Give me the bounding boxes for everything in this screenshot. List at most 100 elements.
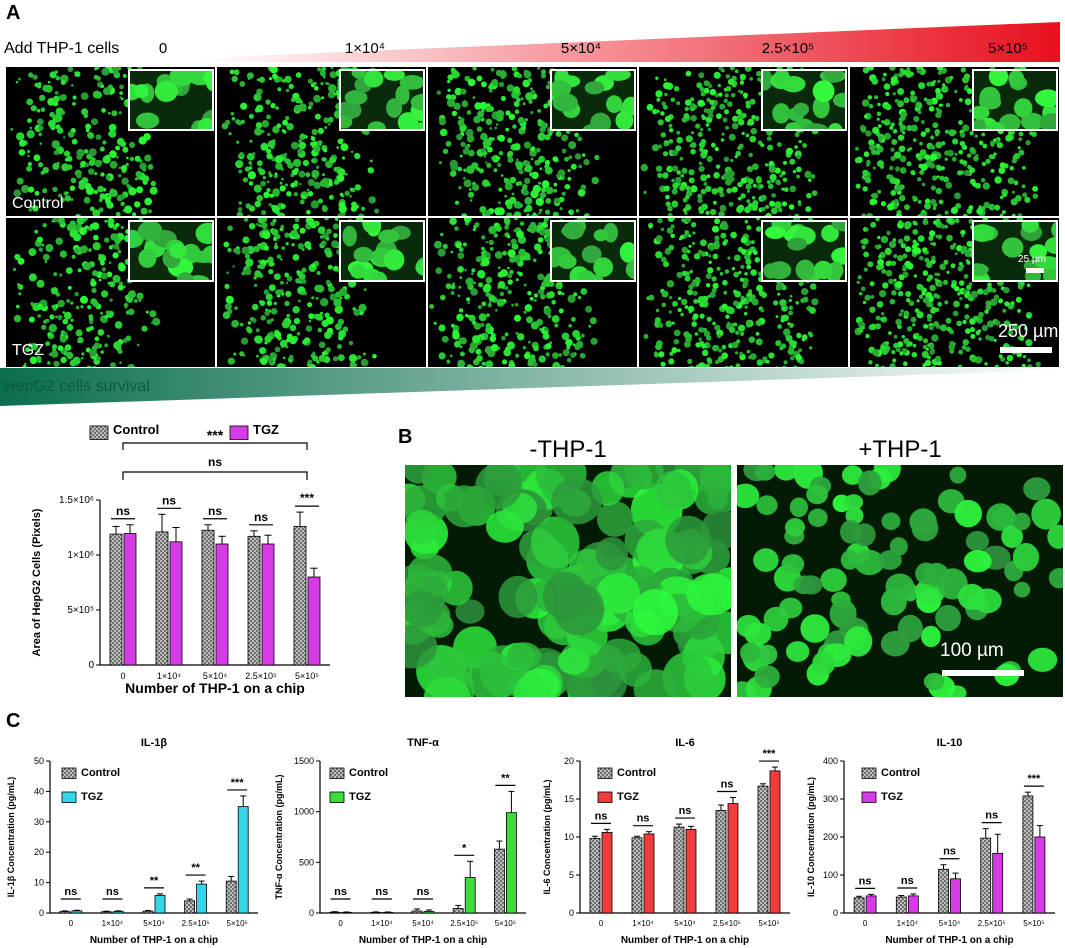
legend-swatch xyxy=(597,791,613,803)
bar-control xyxy=(715,810,727,914)
significance-label: ns xyxy=(254,510,268,524)
x-axis-label: Number of THP-1 on a chip xyxy=(885,935,1013,946)
significance-label: ns xyxy=(334,886,347,898)
x-tick-label: 2.5×10⁵ xyxy=(978,919,1006,928)
chart-title: TNF-α xyxy=(407,737,439,749)
x-axis-label: Number of THP-1 on a chip xyxy=(359,935,487,946)
significance-label: ns xyxy=(943,846,956,858)
panel-a-letter: A xyxy=(6,2,21,24)
zoom-inset xyxy=(972,69,1058,131)
concentration-label: 2.5×10⁵ xyxy=(761,40,815,57)
x-tick-label: 5×10⁵ xyxy=(758,919,779,928)
significance-label: * xyxy=(462,842,467,854)
bar-tgz xyxy=(154,894,166,914)
fluorescence-image xyxy=(638,217,849,368)
significance-label: ns xyxy=(208,504,222,518)
fluorescence-image xyxy=(216,66,427,217)
x-tick-label: 2.5×10⁵ xyxy=(713,919,741,928)
bar-tgz xyxy=(727,803,739,914)
row-label-control: Control xyxy=(12,195,64,212)
bar-tgz xyxy=(505,812,517,914)
bracket-label: ns xyxy=(208,455,222,469)
panel-b-scale-bar xyxy=(942,670,1024,676)
plus-thp1-image xyxy=(737,465,1063,697)
legend-label: TGZ xyxy=(81,791,103,803)
legend-label: TGZ xyxy=(881,791,903,803)
x-tick-label: 1×10⁴ xyxy=(157,671,181,681)
x-tick-label: 5×10⁴ xyxy=(203,671,227,681)
fluorescence-image xyxy=(427,66,638,217)
y-tick-label: 0 xyxy=(39,908,44,918)
significance-label: ns xyxy=(859,875,872,887)
zoom-inset xyxy=(550,220,636,282)
bracket-line xyxy=(122,442,308,450)
legend-label: TGZ xyxy=(253,422,279,437)
zoom-inset xyxy=(128,69,214,131)
concentration-label: 0 xyxy=(158,40,168,57)
y-tick-label: 0 xyxy=(309,908,314,918)
bar-tgz xyxy=(341,912,352,914)
legend-label: TGZ xyxy=(349,791,371,803)
x-tick-label: 0 xyxy=(338,919,343,928)
x-tick-label: 5×10⁴ xyxy=(143,919,165,928)
y-tick-label: 15 xyxy=(564,794,574,804)
y-axis-label: IL-6 Concentration (pg/mL) xyxy=(542,780,552,895)
significance-label: ns xyxy=(595,810,608,822)
y-tick-label: 5×10⁵ xyxy=(67,605,94,616)
bar-tgz xyxy=(685,829,697,914)
fluorescence-image: 25 µm 250 µm xyxy=(849,217,1060,368)
zoom-inset xyxy=(128,220,214,282)
bar-tgz xyxy=(196,883,208,914)
bar-tgz xyxy=(307,576,321,666)
fluorescence-image xyxy=(849,66,1060,217)
bar-tgz xyxy=(423,911,435,914)
significance-label: ns xyxy=(721,778,734,790)
inset-scale-bar xyxy=(1026,268,1044,273)
bar-control xyxy=(59,911,71,914)
chart-title: IL-10 xyxy=(937,737,963,749)
significance-label: *** xyxy=(763,748,777,760)
x-tick-label: 1×10⁴ xyxy=(102,919,124,928)
bar-tgz xyxy=(992,852,1004,914)
x-tick-label: 1×10⁴ xyxy=(897,919,919,928)
y-tick-label: 300 xyxy=(823,794,838,804)
y-tick-label: 0 xyxy=(88,660,94,671)
legend-swatch xyxy=(597,767,613,779)
y-tick-label: 100 xyxy=(823,870,838,880)
bar-control xyxy=(757,785,769,914)
survival-gradient xyxy=(0,368,1062,406)
y-axis-label: IL-1β Concentration (pg/mL) xyxy=(6,777,16,898)
fluorescence-image xyxy=(427,217,638,368)
x-tick-label: 5×10⁴ xyxy=(674,919,696,928)
plus-thp1-title: +THP-1 xyxy=(858,436,942,463)
x-tick-label: 5×10⁵ xyxy=(495,919,516,928)
significance-label: *** xyxy=(300,491,314,505)
bar-control xyxy=(853,897,865,914)
significance-label: ns xyxy=(985,810,998,822)
y-tick-label: 10 xyxy=(564,832,574,842)
y-tick-label: 0 xyxy=(833,908,838,918)
y-tick-label: 200 xyxy=(823,832,838,842)
chart-title: IL-1β xyxy=(141,737,168,749)
scale-bar xyxy=(1000,347,1052,353)
bar-control xyxy=(895,896,907,914)
significance-label: ns xyxy=(679,805,692,817)
il10-chart: 0 100 200 300 400 0 ns 1×10⁴ ns 5×10⁴ ns 2.5×10⁵ ns 5… xyxy=(806,737,1055,946)
x-tick-label: 2.5×10⁵ xyxy=(182,919,210,928)
add-cells-gradient xyxy=(200,22,1060,62)
x-tick-label: 5×10⁵ xyxy=(227,919,248,928)
bar-tgz xyxy=(950,878,961,914)
bar-tgz xyxy=(169,541,183,666)
x-tick-label: 1×10⁴ xyxy=(632,919,654,928)
x-tick-label: 5×10⁴ xyxy=(412,919,434,928)
x-tick-label: 5×10⁴ xyxy=(939,919,961,928)
bar-control xyxy=(673,826,685,914)
legend-swatch xyxy=(229,425,249,440)
bar-control xyxy=(101,911,112,914)
concentration-label: 5×10⁵ xyxy=(987,40,1028,57)
bar-control xyxy=(370,911,382,914)
bar-control xyxy=(631,837,643,914)
panel-c-letter: C xyxy=(6,710,21,732)
y-tick-label: 400 xyxy=(823,756,838,766)
legend-swatch xyxy=(61,791,77,803)
